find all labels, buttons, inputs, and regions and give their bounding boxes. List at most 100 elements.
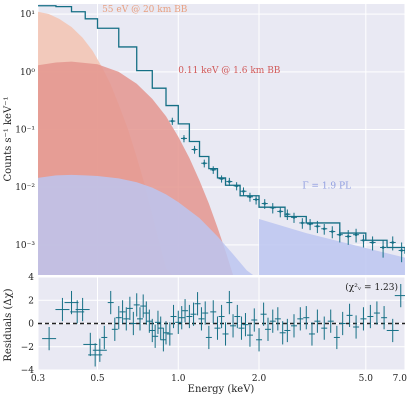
- data-point-marker-1: [182, 137, 186, 140]
- residuals-ticks: 4 2 0 −2 −40.3 0.5 1.0 2.0 5.0 7.0: [21, 273, 408, 384]
- energy-x-axis-label: Energy (keV): [188, 384, 255, 395]
- data-point-marker-14: [286, 212, 289, 216]
- residual-point-62: [327, 309, 334, 333]
- residual-point-31: [182, 299, 189, 323]
- data-point-0: [169, 117, 176, 125]
- residual-point-67: [360, 307, 367, 331]
- data-point-marker-3: [202, 161, 206, 165]
- residual-point-36: [202, 301, 209, 325]
- data-point-17: [307, 219, 314, 231]
- residual-point-38: [210, 300, 217, 324]
- data-point-marker-22: [346, 235, 350, 238]
- residual-point-71: [386, 318, 399, 343]
- spectrum-y-axis-label: Counts s⁻¹ keV⁻¹: [3, 97, 14, 182]
- data-point-13: [277, 206, 284, 218]
- residual-point-24: [157, 316, 164, 340]
- residual-point-69: [373, 301, 380, 325]
- data-point-marker-26: [381, 246, 385, 249]
- spectrum-panel: 10¹ 10⁰ 10⁻¹ 10⁻² 10⁻³ 55 eV @ 20 km BB 0.11 …: [3, 4, 406, 275]
- data-point-9: [246, 192, 253, 202]
- data-point-1: [180, 135, 187, 143]
- residual-point-45: [238, 316, 245, 340]
- total-model-step-line: [38, 5, 405, 254]
- total-model: [38, 5, 405, 254]
- data-point-marker-17: [308, 222, 312, 226]
- data-point-11: [261, 199, 268, 209]
- data-point-marker-11: [263, 202, 267, 205]
- residual-point-48: [251, 308, 258, 332]
- x-tick-label-0: 0.3: [31, 374, 46, 384]
- spectrum-y-tick-label-2: 10⁻¹: [15, 126, 35, 136]
- data-point-2: [191, 145, 198, 154]
- residual-point-0: [42, 326, 57, 351]
- data-point-marker-16: [301, 221, 304, 225]
- data-point-23: [353, 228, 360, 243]
- data-point-27: [389, 236, 396, 251]
- residual-point-56: [291, 314, 298, 338]
- residual-point-32: [186, 304, 193, 329]
- data-point-marker-27: [391, 241, 395, 244]
- residual-point-65: [346, 303, 353, 327]
- residual-point-52: [269, 309, 276, 333]
- spectrum-y-ticks: 10¹ 10⁰ 10⁻¹ 10⁻² 10⁻³: [15, 10, 35, 251]
- data-point-10: [253, 195, 260, 205]
- data-point-8: [240, 187, 247, 196]
- residual-points: [42, 283, 405, 367]
- data-point-marker-9: [248, 195, 252, 199]
- residual-point-33: [190, 302, 197, 326]
- data-point-6: [226, 177, 233, 186]
- residual-y-tick-label-2: 0: [28, 320, 34, 330]
- reduced-chi-square-label: (χ²ᵥ = 1.23): [345, 282, 398, 293]
- residual-point-54: [279, 321, 286, 345]
- data-point-18: [314, 220, 321, 234]
- data-point-marker-5: [220, 177, 223, 181]
- residual-point-28: [170, 304, 177, 329]
- residual-point-49: [256, 328, 263, 352]
- residual-point-1: [55, 297, 70, 322]
- data-point-marker-12: [271, 206, 275, 210]
- residual-point-34: [194, 292, 201, 316]
- data-point-marker-2: [193, 148, 196, 151]
- data-point-marker-8: [242, 189, 245, 193]
- x-tick-label-2: 1.0: [171, 374, 186, 384]
- data-point-marker-10: [254, 198, 258, 201]
- data-point-marker-13: [278, 210, 282, 213]
- data-point-12: [269, 203, 276, 214]
- annotation-1: 0.11 keV @ 1.6 km BB: [178, 66, 281, 76]
- residuals-panel: 4 2 0 −2 −40.3 0.5 1.0 2.0 5.0 7.0 (χ²ᵥ = 1.23) R…: [3, 273, 407, 395]
- data-point-marker-20: [330, 230, 334, 233]
- residual-point-61: [321, 316, 328, 340]
- data-point-marker-24: [362, 238, 365, 242]
- component-area-3: [259, 219, 405, 275]
- residual-point-11: [115, 306, 122, 330]
- residual-point-13: [123, 307, 130, 331]
- data-point-marker-21: [338, 233, 342, 236]
- data-point-marker-18: [316, 224, 319, 228]
- residual-point-8: [101, 325, 108, 350]
- residual-point-20: [146, 309, 153, 333]
- residual-point-19: [143, 301, 150, 325]
- residual-point-22: [152, 324, 159, 348]
- residual-point-72: [394, 283, 405, 308]
- residual-point-63: [333, 325, 340, 350]
- data-point-marker-15: [292, 216, 296, 219]
- data-point-25: [369, 236, 376, 251]
- data-point-marker-7: [235, 184, 238, 188]
- data-point-24: [360, 234, 367, 248]
- residual-point-66: [353, 315, 360, 339]
- x-tick-label-1: 0.5: [90, 374, 105, 384]
- data-point-22: [345, 230, 352, 245]
- data-point-marker-0: [171, 119, 174, 123]
- model-components: [38, 11, 405, 275]
- component-area-2: [38, 174, 260, 275]
- residual-point-46: [242, 313, 249, 337]
- spectrum-y-tick-label-1: 10⁰: [20, 68, 35, 78]
- residual-point-47: [246, 323, 253, 347]
- residual-point-35: [198, 307, 205, 331]
- data-points: [169, 117, 405, 263]
- residual-point-40: [218, 304, 225, 329]
- residual-point-9: [107, 290, 114, 315]
- data-point-5: [218, 175, 225, 183]
- residual-point-26: [163, 321, 170, 345]
